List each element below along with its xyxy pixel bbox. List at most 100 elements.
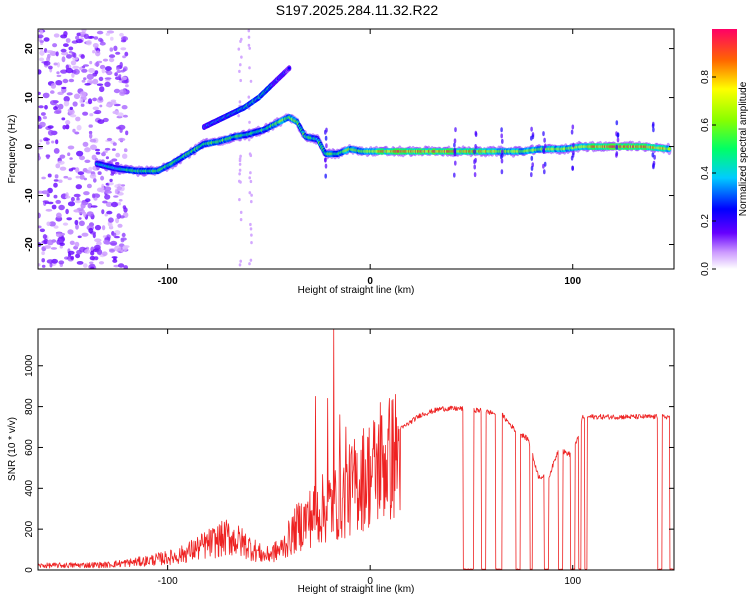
noise-speckle (120, 69, 125, 73)
ridge-spike (616, 132, 620, 138)
streak-speckle (238, 172, 241, 176)
noise-speckle (109, 222, 113, 228)
noise-speckle (44, 138, 51, 141)
noise-speckle (101, 183, 105, 190)
noise-speckle (46, 50, 54, 54)
noise-speckle (101, 225, 106, 231)
noise-speckle (46, 239, 54, 246)
noise-speckle (44, 105, 48, 110)
snr-ytick-label: 1000 (24, 354, 35, 377)
noise-speckle (50, 83, 57, 89)
ridge-spike (571, 124, 575, 130)
noise-speckle (86, 73, 94, 80)
noise-speckle (116, 213, 122, 220)
streak-speckle (250, 193, 253, 197)
noise-speckle (90, 266, 95, 269)
noise-speckle (42, 234, 48, 240)
noise-speckle (76, 261, 84, 265)
ridge-spike (501, 152, 504, 158)
noise-speckle (110, 101, 117, 105)
noise-speckle (117, 223, 123, 228)
streak-speckle (249, 222, 252, 227)
ridge-spike (571, 152, 575, 158)
noise-speckle (114, 72, 118, 77)
noise-speckle (65, 208, 69, 215)
noise-speckle (81, 29, 87, 33)
noise-speckle (80, 54, 85, 59)
spectrogram-ylabel: Frequency (Hz) (7, 115, 18, 184)
noise-speckle (67, 145, 75, 150)
noise-speckle (75, 253, 81, 259)
noise-speckle (46, 193, 50, 198)
colorbar-tick-label: 0.2 (700, 214, 711, 228)
noise-speckle (79, 66, 83, 71)
noise-speckle (93, 111, 100, 114)
noise-speckle (123, 66, 128, 72)
streak-speckle (238, 69, 241, 73)
noise-speckle (62, 78, 69, 84)
noise-speckle (48, 221, 56, 227)
noise-speckle (81, 68, 88, 73)
noise-speckle (122, 55, 127, 59)
noise-speckle (54, 174, 59, 179)
noise-speckle (92, 43, 99, 48)
noise-speckle (59, 154, 66, 159)
noise-speckle (48, 65, 53, 70)
noise-speckle (113, 88, 121, 94)
streak-speckle (247, 43, 251, 47)
noise-speckle (120, 39, 127, 43)
colorbar-tick-label: 0.0 (700, 262, 711, 276)
noise-speckle (109, 47, 114, 52)
noise-speckle (89, 35, 95, 39)
noise-speckle (42, 200, 49, 203)
noise-speckle (90, 205, 98, 208)
noise-speckle (108, 54, 116, 59)
snr-frame (37, 328, 675, 571)
noise-speckle (105, 32, 111, 36)
noise-speckle (38, 116, 42, 122)
noise-speckle (102, 200, 108, 204)
noise-speckle (83, 177, 88, 181)
noise-speckle (47, 201, 54, 205)
streak-speckle (237, 114, 240, 118)
noise-speckle (69, 157, 73, 160)
noise-speckle (117, 112, 124, 117)
noise-speckle (55, 199, 61, 204)
noise-speckle (38, 57, 45, 62)
noise-speckle (89, 255, 96, 261)
noise-speckle (55, 139, 59, 145)
noise-speckle (45, 141, 50, 145)
colorbar: 0.0 0.2 0.4 0.6 0.8 Normalized spectral ampl… (700, 29, 749, 276)
streak-speckle (238, 159, 242, 163)
noise-speckle (61, 56, 66, 63)
ridge-spike (324, 135, 328, 141)
noise-speckle (42, 92, 50, 99)
streak-speckle (248, 66, 251, 70)
noise-speckle (82, 111, 89, 116)
noise-speckle (46, 154, 50, 160)
noise-speckle (101, 68, 106, 74)
ridge-spike (616, 137, 620, 143)
noise-speckle (67, 201, 76, 207)
noise-speckle (109, 178, 113, 183)
noise-speckle (74, 209, 79, 213)
noise-speckle (69, 240, 75, 245)
noise-speckle (102, 251, 108, 256)
ridge-core (667, 147, 671, 151)
noise-speckle (60, 48, 67, 53)
noise-speckle (104, 147, 111, 151)
ridge-spike (324, 157, 327, 163)
noise-speckle (102, 235, 107, 238)
ridge-spike (500, 169, 504, 175)
streak-speckle (249, 258, 253, 262)
noise-speckle (112, 232, 117, 237)
colorbar-tick-label: 0.4 (700, 166, 711, 180)
ridge-spike (324, 163, 328, 169)
streak-speckle (239, 63, 242, 67)
noise-speckle (68, 46, 74, 51)
noise-speckle (53, 194, 58, 199)
noise-speckle (74, 131, 80, 135)
noise-speckle (70, 60, 77, 66)
noise-speckle (46, 56, 51, 62)
